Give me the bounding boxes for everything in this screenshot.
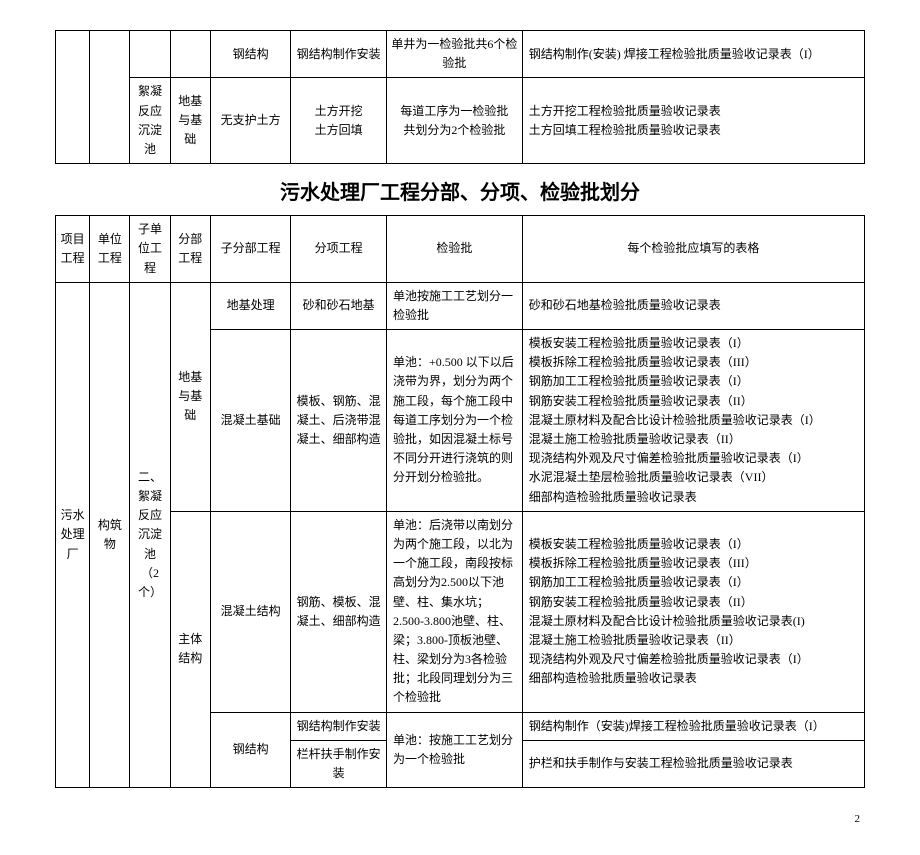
col-header: 子分部工程 [210, 216, 290, 283]
col-header: 子单位工程 [130, 216, 170, 283]
col-header: 分部工程 [170, 216, 210, 283]
top-table: 钢结构 钢结构制作安装 单井为一检验批共6个检验批 钢结构制作(安装) 焊接工程… [55, 30, 865, 164]
cell: 单井为一检验批共6个检验批 [386, 31, 522, 78]
cell: 单池：按施工工艺划分为一个检验批 [386, 712, 522, 788]
cell: 混凝土基础 [210, 330, 290, 512]
cell: 地基与基础 [170, 282, 210, 511]
col-header: 每个检验批应填写的表格 [522, 216, 864, 283]
cell: 钢结构 [210, 31, 290, 78]
cell: 地基与基础 [170, 78, 210, 164]
col-header: 单位工程 [90, 216, 130, 283]
cell: 土方开挖工程检验批质量验收记录表土方回填工程检验批质量验收记录表 [522, 78, 864, 164]
cell: 单池：+0.500 以下以后浇带为界，划分为两个施工段，每个施工段中每道工序划分… [386, 330, 522, 512]
cell: 钢结构制作（安装)焊接工程检验批质量验收记录表（I） [522, 712, 864, 740]
cell: 钢结构制作安装 [291, 31, 387, 78]
cell: 护栏和扶手制作与安装工程检验批质量验收记录表 [522, 740, 864, 787]
col-header: 分项工程 [291, 216, 387, 283]
page-number: 2 [55, 813, 865, 825]
cell [170, 31, 210, 78]
table-header-row: 项目工程 单位工程 子单位工程 分部工程 子分部工程 分项工程 检验批 每个检验… [56, 216, 865, 283]
cell: 钢筋、模板、混凝土、细部构造 [291, 511, 387, 712]
cell [90, 31, 130, 164]
cell: 混凝土结构 [210, 511, 290, 712]
cell: 模板安装工程检验批质量验收记录表（I）模板拆除工程检验批质量验收记录表（III）… [522, 330, 864, 512]
col-header: 项目工程 [56, 216, 90, 283]
cell: 模板安装工程检验批质量验收记录表（I）模板拆除工程检验批质量验收记录表（III）… [522, 511, 864, 712]
cell: 砂和砂石地基检验批质量验收记录表 [522, 282, 864, 329]
cell: 主体结构 [170, 511, 210, 787]
cell: 每道工序为一检验批共划分为2个检验批 [386, 78, 522, 164]
cell [56, 31, 90, 164]
cell: 土方开挖土方回填 [291, 78, 387, 164]
table-row: 污水处理厂 构筑物 二、絮凝反应沉淀池（2个） 地基与基础 地基处理 砂和砂石地… [56, 282, 865, 329]
cell: 构筑物 [90, 282, 130, 788]
cell: 二、絮凝反应沉淀池（2个） [130, 282, 170, 788]
col-header: 检验批 [386, 216, 522, 283]
cell: 单池按施工工艺划分一检验批 [386, 282, 522, 329]
table-row: 絮凝反应沉淀池 地基与基础 无支护土方 土方开挖土方回填 每道工序为一检验批共划… [56, 78, 865, 164]
cell: 单池：后浇带以南划分为两个施工段，以北为一个施工段，南段按标高划分为2.500以… [386, 511, 522, 712]
cell: 钢结构 [210, 712, 290, 788]
page-title: 污水处理厂工程分部、分项、检验批划分 [55, 176, 865, 205]
cell: 模板、钢筋、混凝土、后浇带混凝土、细部构造 [291, 330, 387, 512]
cell: 污水处理厂 [56, 282, 90, 788]
table-row: 主体结构 混凝土结构 钢筋、模板、混凝土、细部构造 单池：后浇带以南划分为两个施… [56, 511, 865, 712]
table-row: 钢结构 钢结构制作安装 单井为一检验批共6个检验批 钢结构制作(安装) 焊接工程… [56, 31, 865, 78]
cell: 钢结构制作安装 [291, 712, 387, 740]
cell: 钢结构制作(安装) 焊接工程检验批质量验收记录表（I） [522, 31, 864, 78]
cell: 无支护土方 [210, 78, 290, 164]
cell: 絮凝反应沉淀池 [130, 78, 170, 164]
cell: 栏杆扶手制作安装 [291, 740, 387, 787]
cell [130, 31, 170, 78]
main-table: 项目工程 单位工程 子单位工程 分部工程 子分部工程 分项工程 检验批 每个检验… [55, 215, 865, 788]
cell: 地基处理 [210, 282, 290, 329]
cell: 砂和砂石地基 [291, 282, 387, 329]
